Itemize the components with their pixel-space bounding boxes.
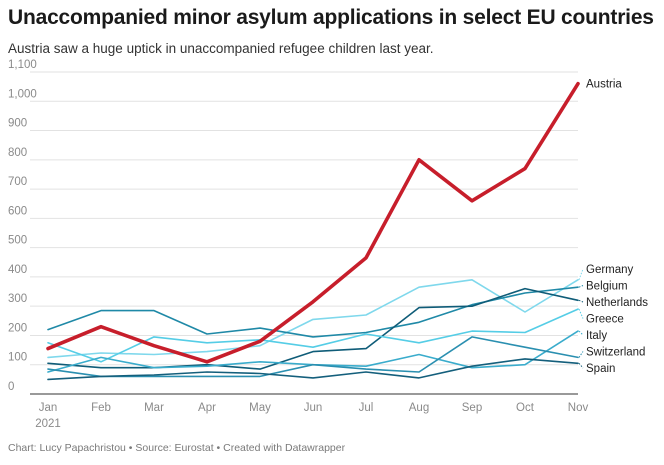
chart-credit: Chart: Lucy Papachristou • Source: Euros…	[8, 442, 346, 454]
x-tick-label: Jul	[359, 402, 374, 414]
series-line-spain	[47, 358, 579, 381]
series-label-spain: Spain	[586, 363, 615, 375]
series-line-belgium	[47, 286, 579, 338]
chart-subtitle: Austria saw a huge uptick in unaccompani…	[8, 41, 434, 56]
series-label-italy: Italy	[586, 330, 607, 342]
chart-title: Unaccompanied minor asylum applications …	[8, 6, 654, 29]
x-tick-label: Jun	[304, 402, 323, 414]
y-tick-label: 400	[8, 264, 27, 276]
series-line-greece	[47, 308, 579, 363]
y-tick-label: 800	[8, 147, 27, 159]
series-label-austria: Austria	[586, 79, 622, 91]
series-line-netherlands	[47, 287, 579, 370]
label-leader-line	[578, 268, 584, 281]
x-tick-label: Apr	[198, 402, 216, 414]
y-tick-label: 0	[8, 381, 14, 393]
label-leader-line	[578, 362, 584, 369]
series-line-switzerland	[47, 336, 579, 378]
label-leader-line	[578, 308, 584, 319]
x-tick-label: Nov	[568, 402, 589, 414]
series-label-belgium: Belgium	[586, 281, 628, 293]
y-tick-label: 600	[8, 205, 27, 217]
series-line-austria	[46, 81, 580, 364]
label-leader-line	[578, 351, 584, 358]
series-label-greece: Greece	[586, 314, 624, 326]
x-tick-label: Mar	[144, 402, 164, 414]
y-tick-label: 1,000	[8, 88, 37, 100]
x-tick-label: May	[249, 402, 271, 414]
x-tick-label: Feb	[91, 402, 111, 414]
line-chart: 0 100 200 300 400 500 600 700 800 900 1,000 1,100 Ja…	[8, 59, 648, 430]
series-label-netherlands: Netherlands	[586, 297, 648, 309]
x-tick-label: Sep	[462, 402, 482, 414]
x-tick-label: Aug	[409, 402, 429, 414]
series-label-switzerland: Switzerland	[586, 347, 645, 359]
label-leader-line	[578, 330, 584, 336]
x-year-label: 2021	[35, 418, 61, 430]
series-line-germany	[47, 278, 579, 359]
y-tick-label: 900	[8, 118, 27, 130]
label-leader-line	[578, 299, 584, 303]
y-tick-label: 500	[8, 235, 27, 247]
y-tick-label: 100	[8, 352, 27, 364]
x-tick-label: Jan	[39, 402, 58, 414]
y-tick-label: 300	[8, 293, 27, 305]
y-tick-label: 200	[8, 322, 27, 334]
x-tick-label: Oct	[516, 402, 535, 414]
label-leader-line	[578, 285, 584, 288]
series-label-germany: Germany	[586, 264, 634, 276]
y-tick-label: 700	[8, 176, 27, 188]
y-tick-label: 1,100	[8, 59, 37, 71]
